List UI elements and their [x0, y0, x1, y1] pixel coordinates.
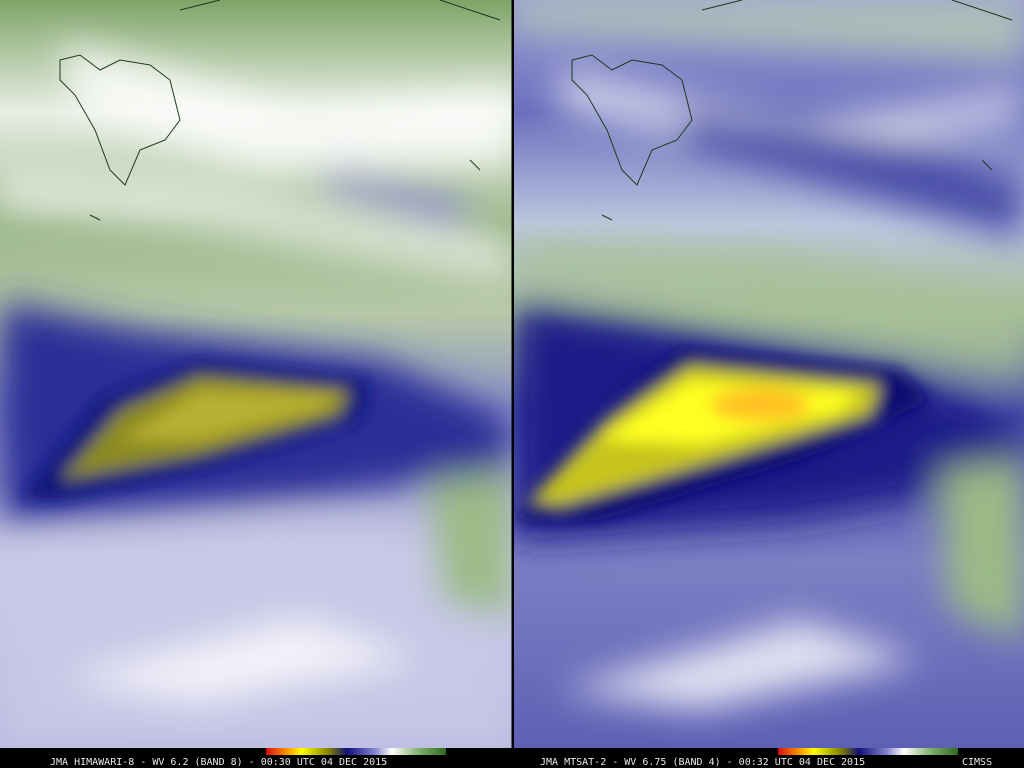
caption: JMA HIMAWARI-8 - WV 6.2 (BAND 8) - 00:30…: [50, 757, 387, 768]
satellite-image-left: [0, 0, 512, 748]
color-bar: [266, 748, 446, 755]
caption-strip: [0, 748, 1024, 768]
satellite-image-right: [514, 0, 1024, 748]
credit: CIMSS: [962, 757, 992, 768]
caption: JMA MTSAT-2 - WV 6.75 (BAND 4) - 00:32 U…: [540, 757, 865, 768]
color-bar: [778, 748, 958, 755]
